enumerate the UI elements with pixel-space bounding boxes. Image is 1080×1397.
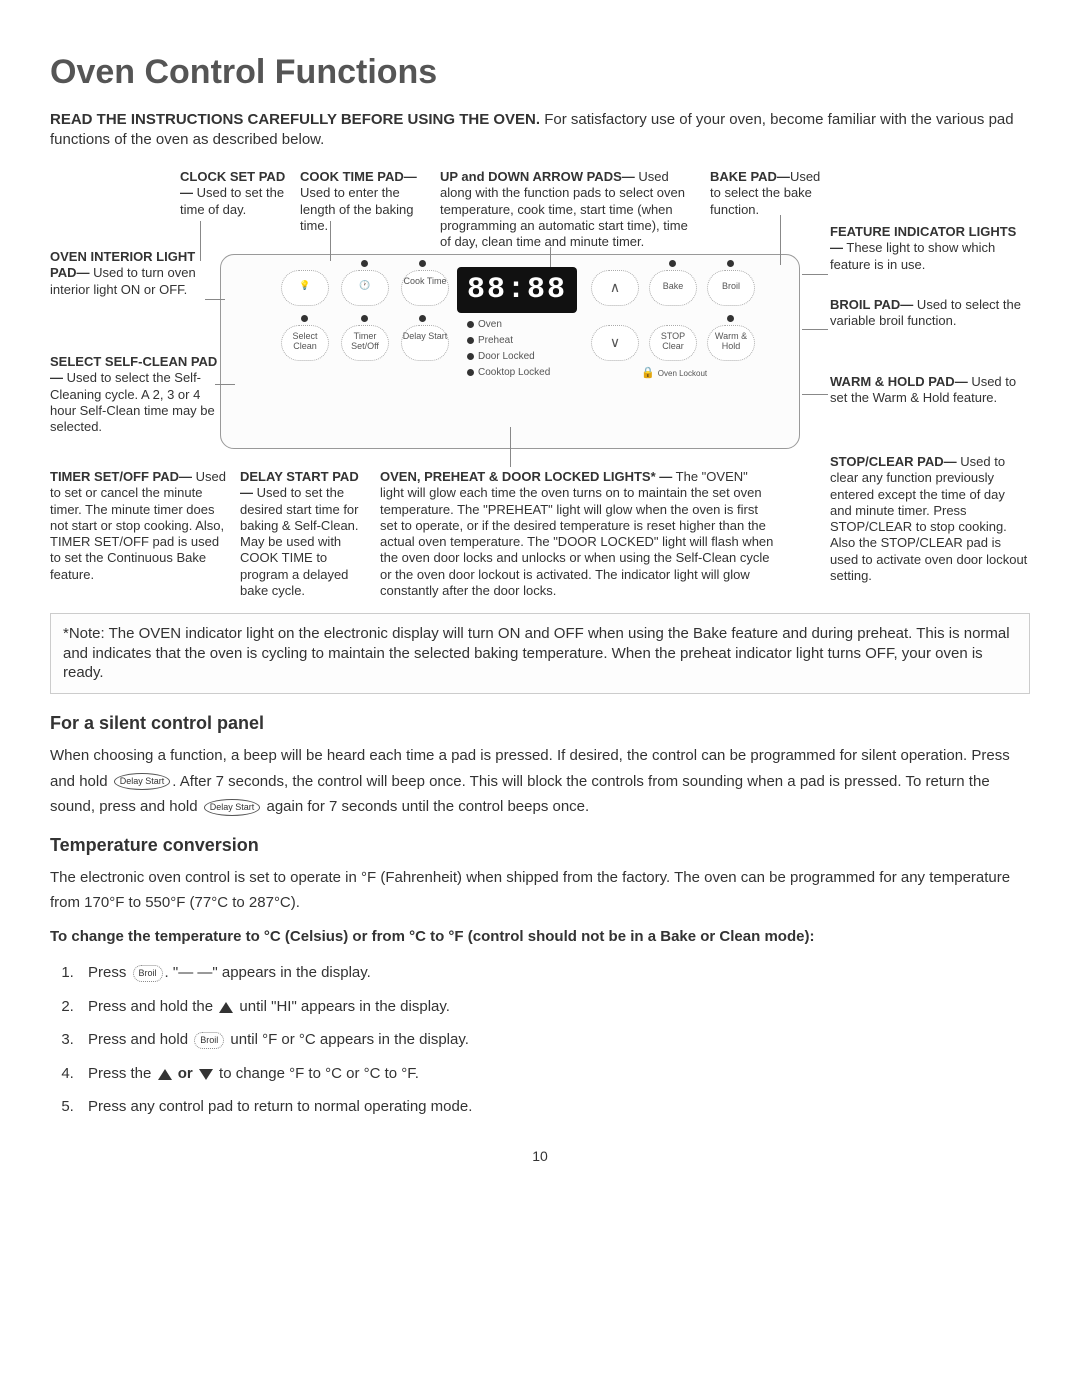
up-arrow-pad: ∧ [591,270,639,306]
indicator-dot [727,260,734,267]
label-broil-pad: BROIL PAD— Used to select the variable b… [830,297,1025,330]
status-oven: Oven [467,319,502,332]
indicator-dot [361,315,368,322]
leader-line [330,221,331,261]
status-cooktop-locked: Cooktop Locked [467,367,550,380]
page-title: Oven Control Functions [50,50,1030,94]
label-timer-pad: TIMER SET/OFF PAD— Used to set or cancel… [50,469,230,583]
step-2: Press and hold the until "HI" appears in… [78,997,1030,1017]
timer-pad: Timer Set/Off [341,325,389,361]
control-panel: 💡 🕐 Cook Time 88:88 ∧ Bake Broil Select … [220,254,800,449]
label-clock-set: CLOCK SET PAD— Used to set the time of d… [180,169,290,218]
status-oven-lockout: 🔒 Oven Lockout [641,367,707,381]
indicator-dot [419,315,426,322]
temperature-lead: To change the temperature to °C (Celsius… [50,924,1030,950]
indicator-dot [669,260,676,267]
leader-line [215,384,235,385]
leader-line [510,427,511,467]
page-number: 10 [50,1147,1030,1165]
leader-line [802,329,828,330]
leader-line [802,394,828,395]
label-light-pad: OVEN INTERIOR LIGHT PAD— Used to turn ov… [50,249,210,298]
down-arrow-icon [199,1069,213,1080]
silent-paragraph: When choosing a function, a beep will be… [50,743,1030,820]
intro-lead: READ THE INSTRUCTIONS CAREFULLY BEFORE U… [50,111,540,128]
delay-start-icon: Delay Start [204,799,261,816]
note-box: *Note: The OVEN indicator light on the e… [50,613,1030,694]
light-pad-icon: 💡 [281,270,329,306]
label-self-clean: SELECT SELF-CLEAN PAD— Used to select th… [50,354,220,435]
broil-icon: Broil [194,1032,224,1050]
up-arrow-icon [219,1002,233,1013]
leader-line [205,299,225,300]
indicator-dot [419,260,426,267]
step-1: Press Broil. "— —" appears in the displa… [78,963,1030,983]
label-stop-clear: STOP/CLEAR PAD— Used to clear any functi… [830,454,1030,584]
temperature-steps: Press Broil. "— —" appears in the displa… [78,963,1030,1117]
step-5: Press any control pad to return to norma… [78,1097,1030,1117]
leader-line [200,221,201,261]
label-feature-lights: FEATURE INDICATOR LIGHTS— These light to… [830,224,1025,273]
delay-start-icon: Delay Start [114,773,171,790]
bake-pad: Bake [649,270,697,306]
cook-time-pad: Cook Time [401,270,449,306]
leader-line [550,247,551,267]
leader-line [802,274,828,275]
leader-line [780,215,781,265]
status-preheat: Preheat [467,335,513,348]
label-arrow-pads: UP and DOWN ARROW PADS— Used along with … [440,169,695,250]
heading-silent-panel: For a silent control panel [50,712,1030,735]
temperature-paragraph: The electronic oven control is set to op… [50,865,1030,916]
intro-paragraph: READ THE INSTRUCTIONS CAREFULLY BEFORE U… [50,110,1030,149]
up-arrow-icon [158,1069,172,1080]
label-oven-lights: OVEN, PREHEAT & DOOR LOCKED LIGHTS* — Th… [380,469,775,599]
down-arrow-pad: ∨ [591,325,639,361]
label-warm-hold: WARM & HOLD PAD— Used to set the Warm & … [830,374,1025,407]
label-delay-start: DELAY START PAD— Used to set the desired… [240,469,370,599]
indicator-dot [301,315,308,322]
indicator-dot [727,315,734,322]
digital-display: 88:88 [457,267,577,313]
select-clean-pad: Select Clean [281,325,329,361]
broil-pad: Broil [707,270,755,306]
stop-clear-pad: STOP Clear [649,325,697,361]
label-bake-pad: BAKE PAD—Used to select the bake functio… [710,169,830,218]
label-cook-time: COOK TIME PAD— Used to enter the length … [300,169,420,234]
warm-hold-pad: Warm & Hold [707,325,755,361]
control-panel-diagram: CLOCK SET PAD— Used to set the time of d… [50,169,1030,599]
status-door-locked: Door Locked [467,351,535,364]
step-4: Press the or to change °F to °C or °C to… [78,1064,1030,1084]
step-3: Press and hold Broil until °F or °C appe… [78,1030,1030,1050]
indicator-dot [361,260,368,267]
broil-icon: Broil [133,965,163,983]
clock-pad-icon: 🕐 [341,270,389,306]
delay-start-pad: Delay Start [401,325,449,361]
heading-temperature: Temperature conversion [50,834,1030,857]
